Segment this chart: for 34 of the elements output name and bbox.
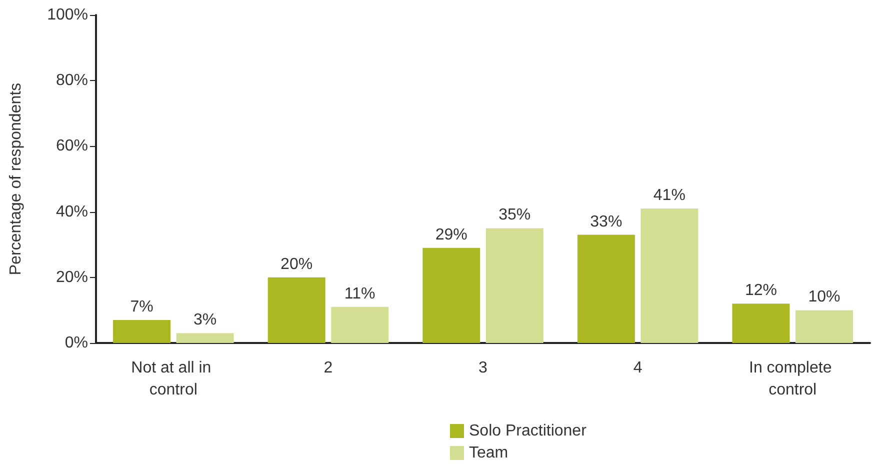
- data-label: 3%: [193, 312, 217, 329]
- bar: [176, 333, 234, 343]
- x-tick-label: In complete control: [749, 360, 836, 398]
- data-label: 29%: [435, 226, 468, 244]
- bar: [113, 320, 171, 343]
- data-label: 20%: [280, 256, 313, 273]
- x-tick-label: Not at all in control: [131, 360, 216, 398]
- bar: [268, 277, 326, 343]
- data-label: 41%: [653, 187, 686, 204]
- data-label: 35%: [498, 206, 531, 224]
- x-tick-label: 2: [324, 360, 333, 376]
- y-tick-label: 20%: [56, 268, 88, 286]
- y-tick-label: 80%: [56, 72, 88, 90]
- data-label: 7%: [130, 298, 154, 316]
- y-tick-label: 100%: [47, 6, 88, 24]
- data-label: 10%: [808, 288, 840, 306]
- y-tick-label: 0%: [64, 334, 88, 352]
- bar: [577, 234, 635, 343]
- y-tick-label: 40%: [56, 203, 88, 220]
- bar: [795, 310, 853, 343]
- bar: [640, 208, 698, 343]
- bar: [422, 248, 480, 343]
- y-axis-title: Percentage of respondents: [8, 82, 24, 276]
- y-tick-label: 60%: [56, 138, 88, 155]
- legend-label: Solo Practitioner: [469, 422, 588, 440]
- bar: [732, 304, 790, 343]
- x-tick-label: 3: [478, 360, 488, 376]
- legend-label: Team: [469, 444, 508, 462]
- data-label: 33%: [590, 213, 622, 230]
- data-label: 12%: [744, 282, 777, 300]
- x-tick-label: 4: [633, 360, 642, 376]
- data-label: 11%: [344, 285, 376, 302]
- bar: [486, 228, 544, 343]
- bar: [331, 306, 389, 343]
